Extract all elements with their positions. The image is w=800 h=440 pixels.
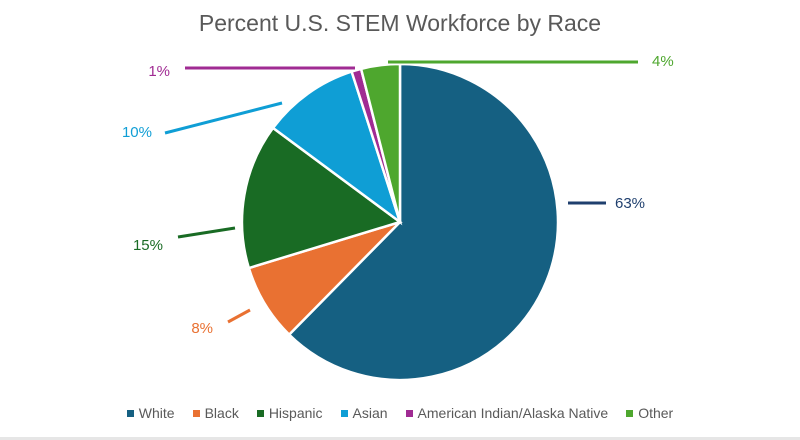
legend-item: Black <box>192 405 239 421</box>
legend-label: Asian <box>352 405 388 421</box>
legend-label: Hispanic <box>268 405 323 421</box>
legend-item: White <box>126 405 175 421</box>
legend-item: Hispanic <box>256 405 323 421</box>
legend-item: Other <box>626 405 673 421</box>
leader-line <box>177 226 236 239</box>
legend-label: White <box>138 405 175 421</box>
legend-swatch <box>126 409 134 417</box>
pie-slice-white <box>287 62 560 382</box>
data-label: 4% <box>652 53 674 70</box>
legend-item: American Indian/Alaska Native <box>405 405 609 421</box>
legend-swatch <box>340 409 348 417</box>
data-label: 8% <box>191 320 213 337</box>
legend-swatch <box>256 409 264 417</box>
data-label: 1% <box>148 63 170 80</box>
pie-slice-other <box>359 62 402 223</box>
legend-label: Black <box>204 405 239 421</box>
legend: White Black Hispanic Asian American Indian/A… <box>0 405 800 421</box>
legend-swatch <box>626 409 634 417</box>
legend-swatch <box>192 409 200 417</box>
leader-line <box>164 101 283 135</box>
data-label: 63% <box>615 195 645 212</box>
pie-slice-hispanic <box>240 126 403 270</box>
legend-label: American Indian/Alaska Native <box>417 405 609 421</box>
legend-item: Asian <box>340 405 388 421</box>
data-label: 10% <box>122 124 152 141</box>
legend-swatch <box>405 409 413 417</box>
chart-title: Percent U.S. STEM Workforce by Race <box>198 10 602 36</box>
legend-label: Other <box>638 405 674 421</box>
divider <box>0 437 800 440</box>
data-label: 15% <box>133 237 163 254</box>
pie-slice-asian <box>271 70 403 226</box>
leader-line <box>227 308 251 324</box>
